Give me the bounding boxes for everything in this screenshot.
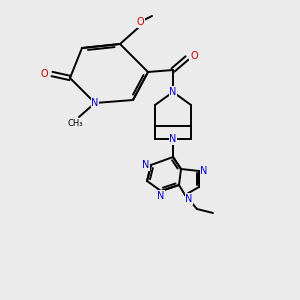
Text: N: N [185,194,193,204]
Text: N: N [200,166,208,176]
Text: O: O [136,17,144,27]
Text: N: N [91,98,99,108]
Text: O: O [40,69,48,79]
Text: O: O [190,51,198,61]
Text: CH₃: CH₃ [67,119,83,128]
Text: N: N [142,160,150,170]
Text: N: N [157,191,165,201]
Text: N: N [169,134,177,144]
Text: N: N [169,87,177,97]
